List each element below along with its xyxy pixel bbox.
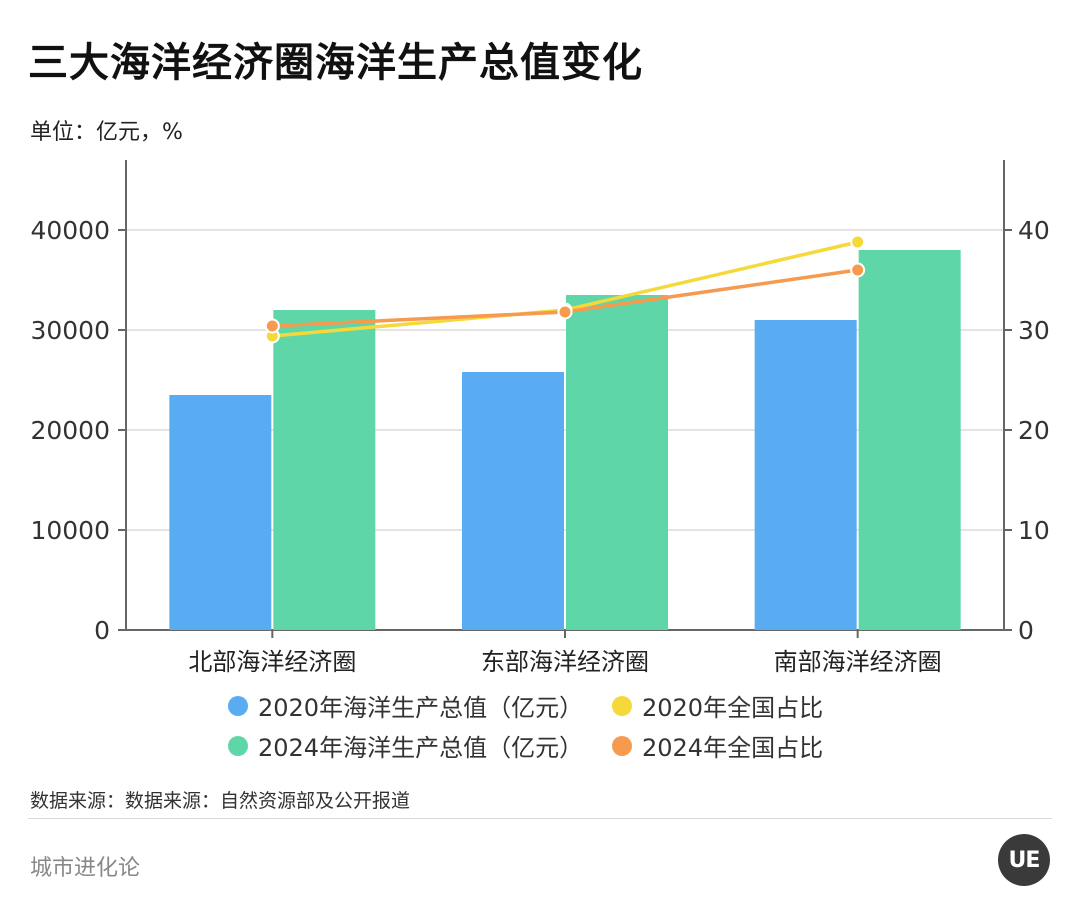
legend-item: 2020年海洋生产总值（亿元） xyxy=(228,688,583,723)
y-right-tick-label: 0 xyxy=(1018,616,1034,645)
line-point xyxy=(850,262,866,278)
brand-logo: UE xyxy=(998,834,1050,886)
legend-item: 2024年海洋生产总值（亿元） xyxy=(228,728,583,763)
unit-label: 单位：亿元，% xyxy=(30,120,183,145)
legend-item: 2020年全国占比 xyxy=(612,688,823,723)
y-right-tick-label: 40 xyxy=(1018,216,1050,245)
chart-title: 三大海洋经济圈海洋生产总值变化 xyxy=(28,40,643,86)
y-left-tick-label: 20000 xyxy=(30,416,110,445)
y-left-tick-label: 10000 xyxy=(30,516,110,545)
legend-label: 2024年海洋生产总值（亿元） xyxy=(258,734,584,762)
brand-name: 城市进化论 xyxy=(30,856,141,881)
bar xyxy=(273,310,376,630)
chart: 0 10000 20000 30000 40000 0 10 20 30 40 北部海洋经济圈 东部海… xyxy=(30,160,1050,676)
category-label: 南部海洋经济圈 xyxy=(774,648,942,676)
legend-swatch xyxy=(612,735,632,756)
category-label: 北部海洋经济圈 xyxy=(188,648,356,676)
legend-label: 2020年全国占比 xyxy=(642,694,824,722)
legend-swatch xyxy=(228,735,248,756)
bar xyxy=(169,395,272,630)
legend-swatch xyxy=(612,695,632,716)
line-point xyxy=(850,234,866,250)
legend-item: 2024年全国占比 xyxy=(612,728,823,763)
line-point xyxy=(557,304,573,320)
legend-label: 2020年海洋生产总值（亿元） xyxy=(258,694,584,722)
y-right-tick-label: 20 xyxy=(1018,416,1050,445)
bar xyxy=(858,250,961,630)
category-label: 东部海洋经济圈 xyxy=(481,648,649,676)
y-left-tick-label: 0 xyxy=(94,616,110,645)
legend-swatch xyxy=(228,695,248,716)
bar xyxy=(754,320,857,630)
footer-divider xyxy=(28,818,1052,819)
data-source: 数据来源：数据来源：自然资源部及公开报道 xyxy=(30,790,411,812)
bar xyxy=(462,372,564,630)
y-left-tick-label: 30000 xyxy=(30,316,110,345)
legend-label: 2024年全国占比 xyxy=(642,734,824,762)
line-point xyxy=(264,318,280,334)
bar xyxy=(566,295,668,630)
y-left-tick-label: 40000 xyxy=(30,216,110,245)
y-right-tick-label: 10 xyxy=(1018,516,1050,545)
y-right-tick-label: 30 xyxy=(1018,316,1050,345)
